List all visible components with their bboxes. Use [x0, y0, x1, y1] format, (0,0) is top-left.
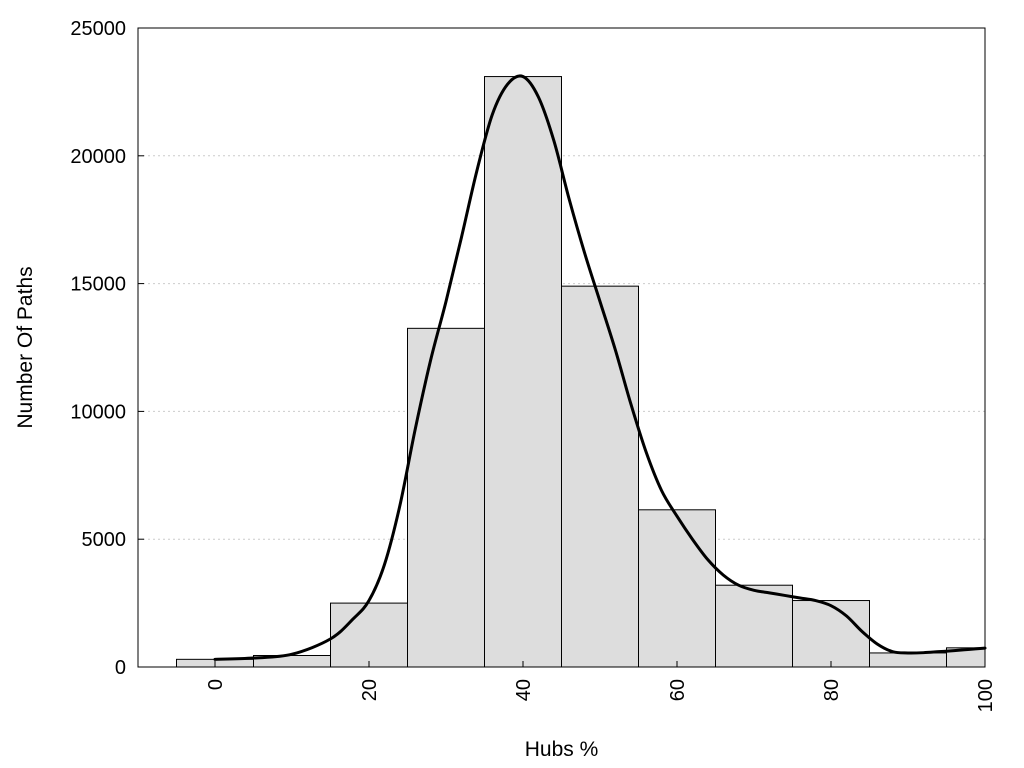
bar-20 — [330, 602, 408, 668]
bar-70 — [715, 584, 793, 668]
bar-40 — [484, 76, 562, 668]
density-curve — [213, 74, 987, 661]
y-tick-label: 15000 — [70, 274, 126, 296]
x-tick-label: 100 — [975, 679, 997, 712]
y-axis-title: Number Of Paths — [14, 266, 37, 428]
bar-60 — [638, 509, 716, 668]
x-tick-label: 0 — [205, 679, 227, 690]
y-axis-ticks: 0 5000 10000 15000 20000 25000 — [70, 18, 144, 679]
bar-90 — [869, 652, 947, 668]
x-axis-title: Hubs % — [525, 738, 599, 761]
y-tick-label: 10000 — [70, 401, 126, 423]
x-axis-ticks: 0 20 40 60 80 100 — [205, 661, 997, 712]
y-tick-label: 5000 — [82, 529, 127, 551]
x-tick-label: 20 — [359, 679, 381, 701]
grid-lines — [138, 155, 985, 540]
y-tick-label: 20000 — [70, 146, 126, 168]
x-tick-label: 60 — [667, 679, 689, 701]
bar-80 — [792, 600, 870, 668]
y-tick-label: 25000 — [70, 18, 126, 40]
y-tick-label: 0 — [115, 657, 126, 679]
x-tick-label: 80 — [821, 679, 843, 701]
bar-50 — [561, 285, 639, 668]
histogram-bars — [176, 76, 986, 668]
bar-30 — [407, 327, 485, 668]
x-tick-label: 40 — [513, 679, 535, 701]
plot-frame — [137, 27, 986, 668]
